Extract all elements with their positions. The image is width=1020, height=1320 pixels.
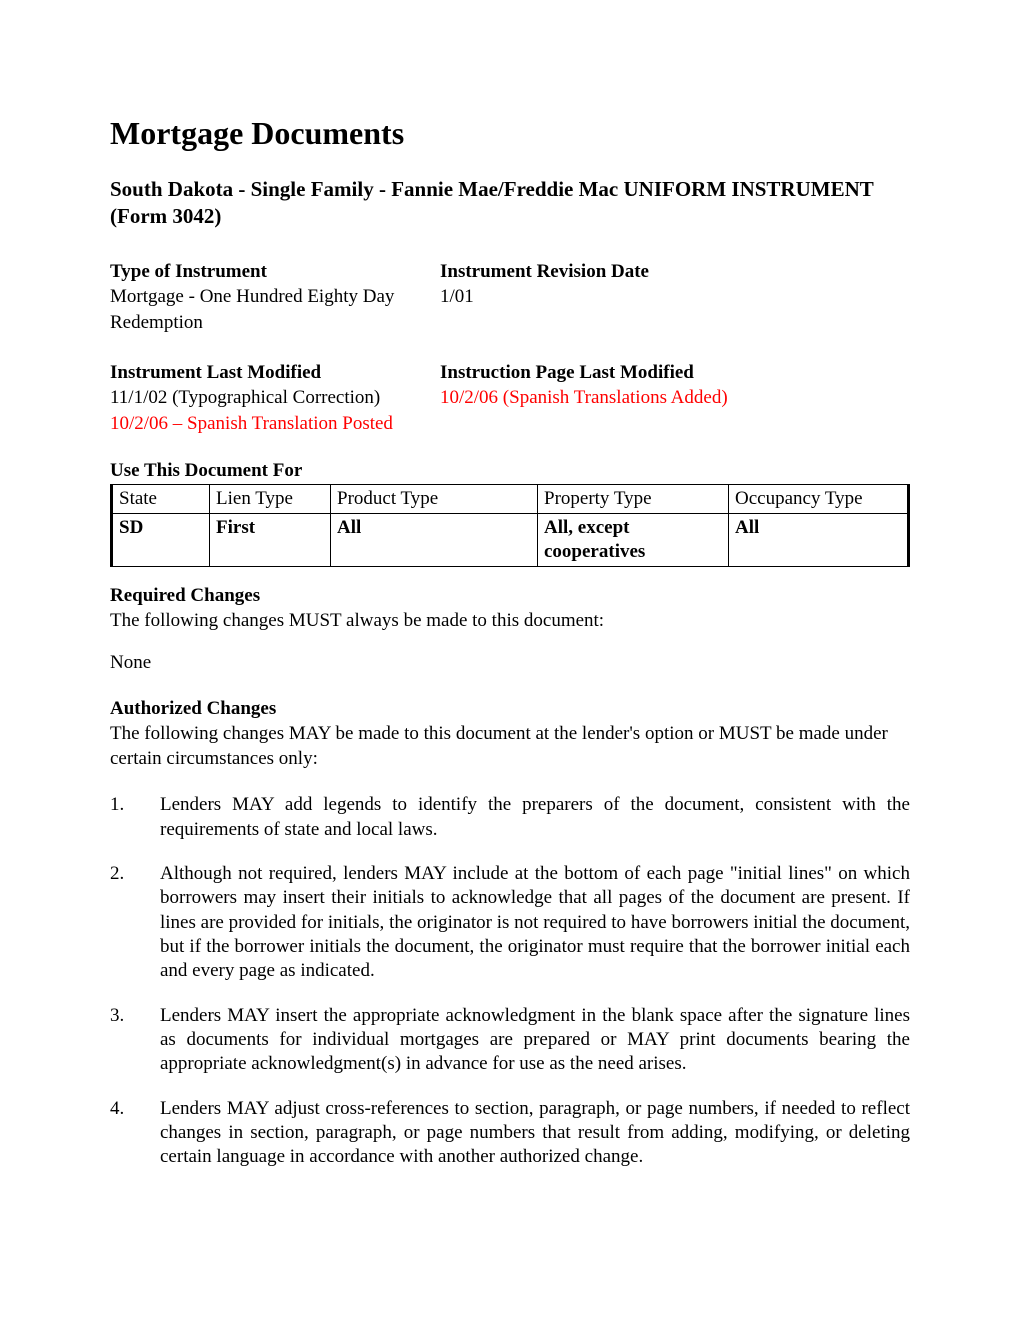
- document-page: Mortgage Documents South Dakota - Single…: [0, 0, 1020, 1320]
- type-value: Mortgage - One Hundred Eighty Day Redemp…: [110, 284, 440, 335]
- col-state: State: [112, 485, 210, 514]
- use-doc-heading: Use This Document For: [110, 460, 910, 482]
- cell-occupancy: All: [729, 514, 909, 567]
- cell-lien: First: [210, 514, 331, 567]
- col-occupancy: Occupancy Type: [729, 485, 909, 514]
- field-row-type-revision: Type of Instrument Mortgage - One Hundre…: [110, 259, 910, 336]
- authorized-heading: Authorized Changes: [110, 698, 910, 720]
- page-title: Mortgage Documents: [110, 115, 910, 152]
- list-item: Lenders MAY adjust cross-references to s…: [110, 1097, 910, 1170]
- page-subtitle: South Dakota - Single Family - Fannie Ma…: [110, 176, 910, 231]
- col-property: Property Type: [538, 485, 729, 514]
- cell-state-text: SD: [119, 517, 143, 538]
- instruction-page-value: 10/2/06 (Spanish Translations Added): [440, 385, 910, 411]
- cell-property-text: All, except cooperatives: [544, 517, 645, 562]
- revision-label: Instrument Revision Date: [440, 259, 910, 285]
- table-row: SD First All All, except cooperatives Al…: [112, 514, 909, 567]
- cell-property: All, except cooperatives: [538, 514, 729, 567]
- type-label: Type of Instrument: [110, 259, 440, 285]
- list-item: Lenders MAY insert the appropriate ackno…: [110, 1004, 910, 1077]
- authorized-list: Lenders MAY add legends to identify the …: [110, 793, 910, 1169]
- instruction-page-label: Instruction Page Last Modified: [440, 360, 910, 386]
- use-doc-table: State Lien Type Product Type Property Ty…: [110, 484, 910, 566]
- cell-product: All: [331, 514, 538, 567]
- required-heading: Required Changes: [110, 585, 910, 607]
- table-header-row: State Lien Type Product Type Property Ty…: [112, 485, 909, 514]
- field-row-lastmod: Instrument Last Modified 11/1/02 (Typogr…: [110, 360, 910, 437]
- last-modified-value-2: 10/2/06 – Spanish Translation Posted: [110, 411, 440, 437]
- cell-occupancy-text: All: [735, 517, 759, 538]
- cell-state: SD: [112, 514, 210, 567]
- list-item: Lenders MAY add legends to identify the …: [110, 793, 910, 842]
- required-body: None: [110, 651, 910, 676]
- cell-lien-text: First: [216, 517, 255, 538]
- revision-value: 1/01: [440, 284, 910, 310]
- authorized-intro: The following changes MAY be made to thi…: [110, 722, 910, 771]
- col-product: Product Type: [331, 485, 538, 514]
- list-item: Although not required, lenders MAY inclu…: [110, 862, 910, 984]
- required-intro: The following changes MUST always be mad…: [110, 609, 910, 634]
- col-lien: Lien Type: [210, 485, 331, 514]
- last-modified-value-1: 11/1/02 (Typographical Correction): [110, 385, 440, 411]
- cell-product-text: All: [337, 517, 361, 538]
- last-modified-label: Instrument Last Modified: [110, 360, 440, 386]
